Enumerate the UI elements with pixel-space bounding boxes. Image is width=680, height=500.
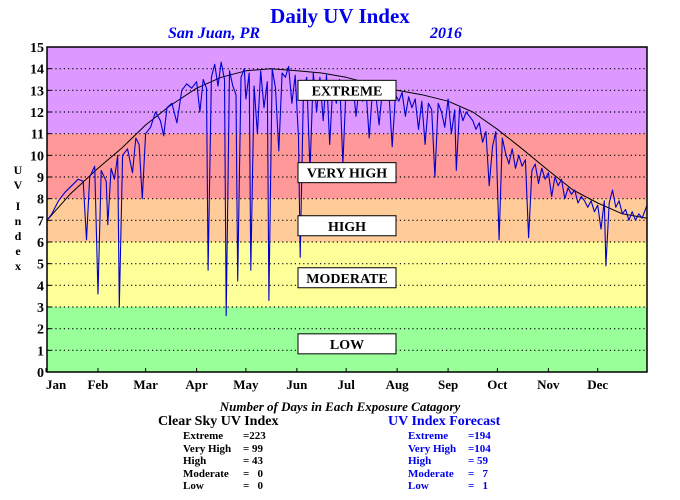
y-tick-label: 7	[37, 214, 44, 229]
y-tick-label: 12	[30, 106, 44, 121]
days-caption: Number of Days in Each Exposure Catagory	[219, 399, 461, 414]
y-axis-label-letter: U	[13, 163, 23, 177]
forecast-row-label: Low	[408, 480, 429, 492]
y-axis-label-letter: n	[14, 214, 22, 228]
forecast-row-value: =104	[468, 442, 491, 455]
y-tick-label: 8	[37, 193, 44, 208]
clear-sky-heading: Clear Sky UV Index	[158, 414, 279, 429]
band-label-box	[297, 215, 397, 237]
band-labels: EXTREME VERY HIGH HIGH MODERATE LOW	[297, 79, 397, 355]
x-tick-label: Jul	[338, 377, 356, 392]
y-tick-label: 1	[37, 344, 44, 359]
y-tick-label: 5	[37, 258, 44, 273]
x-tick-label: Feb	[87, 377, 108, 392]
forecast-row-extreme: Extreme =194	[408, 430, 558, 443]
forecast-heading: UV Index Forecast	[388, 414, 501, 429]
band-label-extreme: EXTREME	[312, 84, 383, 99]
y-tick-label: 9	[37, 171, 44, 186]
series-line-clear-sky	[46, 68, 648, 221]
band-label-high: HIGH	[328, 220, 366, 235]
year-label: 2016	[430, 25, 462, 42]
chart-title: Daily UV Index	[270, 4, 410, 28]
band-label-box	[297, 333, 397, 355]
x-tick-label: Apr	[185, 377, 208, 392]
band-label-box	[297, 79, 397, 101]
x-tick-label: Dec	[587, 377, 608, 392]
clear-sky-row-moderate: Moderate = 0	[183, 468, 328, 481]
x-tick-labels: Jan Feb Mar Apr May Jun Jul Aug Sep Oct Nov Dec	[45, 368, 608, 392]
y-tick-label: 0	[37, 366, 44, 381]
forecast-row-value: = 7	[468, 467, 489, 480]
band-label-box	[297, 267, 397, 289]
forecast-row-value: = 59	[468, 455, 489, 467]
forecast-row-moderate: Moderate = 7	[408, 468, 558, 481]
forecast-row-high: High = 59	[408, 455, 558, 468]
location-label: San Juan, PR	[168, 25, 261, 42]
plot-frame	[46, 46, 648, 373]
band-label-very-high: VERY HIGH	[307, 167, 387, 182]
y-tick-label: 6	[37, 236, 44, 251]
y-tick-label: 13	[30, 84, 44, 99]
forecast-stats: UV Index Forecast Extreme =194 Very High =1…	[388, 414, 558, 493]
y-axis-label-letter: d	[14, 229, 22, 243]
forecast-row-value: =194	[468, 430, 491, 442]
band-label-low: LOW	[330, 338, 364, 353]
clear-sky-row-value: = 43	[243, 455, 264, 467]
y-tick-label: 10	[30, 149, 44, 164]
clear-sky-row-value: = 0	[243, 480, 264, 492]
y-tick-label: 11	[31, 128, 44, 143]
x-tick-label: Sep	[438, 377, 458, 392]
y-tick-label: 4	[37, 279, 44, 294]
band-label-box	[297, 162, 397, 184]
clear-sky-row-label: Extreme	[183, 430, 224, 442]
gridlines	[47, 68, 647, 351]
y-axis-label-letter: x	[15, 259, 21, 273]
x-tick-label: Jan	[46, 377, 67, 392]
y-tick-label: 15	[30, 41, 44, 56]
x-tick-label: Jun	[286, 377, 308, 392]
forecast-row-label: Moderate	[408, 467, 454, 480]
clear-sky-row-extreme: Extreme =223	[183, 430, 328, 443]
y-tick-label: 14	[30, 63, 44, 78]
clear-sky-row-value: = 0	[243, 467, 264, 480]
clear-sky-row-high: High = 43	[183, 455, 328, 468]
y-axis-label-letter: e	[15, 244, 21, 258]
y-tick-label: 3	[37, 301, 44, 316]
clear-sky-row-low: Low = 0	[183, 480, 328, 493]
y-axis-label-letter: V	[13, 178, 23, 192]
x-tick-label: Mar	[133, 377, 158, 392]
clear-sky-row-value: = 99	[243, 442, 264, 455]
clear-sky-row-label: Low	[183, 480, 204, 492]
forecast-row-very-high: Very High =104	[408, 443, 558, 456]
x-tick-label: Oct	[487, 377, 508, 392]
clear-sky-row-label: Very High	[183, 442, 232, 455]
band-label-moderate: MODERATE	[306, 272, 387, 287]
clear-sky-row-label: Moderate	[183, 467, 229, 480]
x-tick-label: May	[233, 377, 259, 392]
clear-sky-row-label: High	[183, 455, 207, 467]
y-tick-label: 2	[37, 323, 44, 338]
forecast-row-label: Extreme	[408, 430, 449, 442]
clear-sky-stats: Clear Sky UV Index Extreme =223 Very High =…	[158, 414, 328, 493]
clear-sky-row-value: =223	[243, 430, 266, 442]
clear-sky-row-very-high: Very High = 99	[183, 443, 328, 456]
x-tick-label: Nov	[537, 377, 560, 392]
forecast-row-label: High	[408, 455, 432, 467]
forecast-row-low: Low = 1	[408, 480, 558, 493]
forecast-row-value: = 1	[468, 480, 489, 492]
forecast-row-label: Very High	[408, 442, 457, 455]
y-axis-label-letter: I	[15, 199, 21, 213]
x-tick-label: Aug	[386, 377, 410, 392]
